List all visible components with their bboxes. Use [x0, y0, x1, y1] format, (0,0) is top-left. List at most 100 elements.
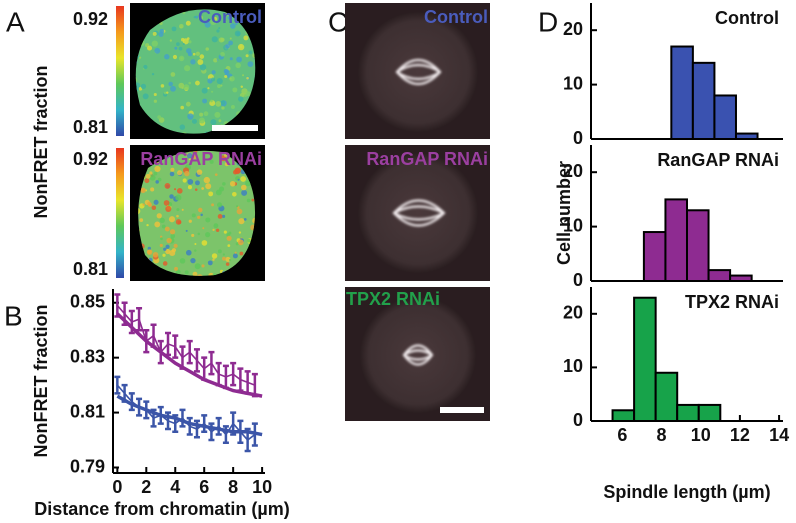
- speckle: [143, 64, 148, 70]
- y-tick-label: 0: [573, 410, 583, 430]
- speckle: [228, 40, 234, 46]
- speckle: [176, 214, 179, 218]
- speckle: [235, 62, 241, 69]
- speckle: [180, 105, 184, 110]
- x-tick-label: 8: [228, 477, 238, 497]
- speckle: [212, 258, 215, 261]
- speckle: [187, 113, 194, 120]
- speckle: [165, 205, 172, 212]
- speckle: [223, 68, 229, 74]
- speckle: [147, 45, 153, 51]
- speckle: [191, 233, 195, 237]
- speckle: [127, 217, 129, 219]
- speckle: [179, 26, 182, 29]
- speckle: [232, 253, 238, 259]
- speckle: [159, 235, 163, 238]
- speckle: [238, 231, 242, 234]
- error-bar: [114, 293, 121, 318]
- speckle: [239, 251, 244, 256]
- y-tick-label: 20: [563, 161, 583, 181]
- speckle: [235, 281, 240, 286]
- speckle: [154, 221, 161, 228]
- speckle: [183, 84, 190, 91]
- speckle: [126, 127, 129, 130]
- speckle: [173, 243, 178, 248]
- speckle: [185, 101, 191, 107]
- speckle: [156, 213, 162, 219]
- speckle: [187, 185, 192, 190]
- speckle: [190, 59, 196, 65]
- image-label: TPX2 RNAi: [346, 289, 440, 309]
- speckle: [237, 239, 244, 246]
- speckle: [176, 42, 180, 46]
- speckle: [195, 15, 199, 19]
- speckle: [177, 220, 182, 225]
- speckle: [224, 75, 228, 79]
- speckle: [221, 214, 226, 219]
- speckle: [163, 247, 167, 251]
- bar: [654, 371, 679, 423]
- y-axis-label: NonFRET fraction: [31, 66, 51, 219]
- bar: [691, 61, 716, 141]
- speckle: [126, 17, 130, 21]
- speckle: [147, 246, 152, 251]
- cell: [358, 12, 478, 132]
- speckle: [170, 85, 176, 92]
- speckle: [157, 177, 162, 182]
- speckle: [169, 229, 176, 235]
- x-tick-label: 8: [657, 425, 667, 445]
- speckle: [142, 93, 149, 100]
- speckle: [176, 188, 183, 194]
- bar: [676, 403, 700, 423]
- ratio-map: [126, 9, 256, 134]
- y-tick-label: 10: [563, 356, 583, 376]
- speckle: [237, 43, 245, 51]
- bar: [713, 94, 737, 141]
- speckle: [160, 237, 163, 241]
- speckle: [205, 47, 209, 51]
- image-label: Control: [424, 7, 488, 27]
- speckle: [169, 39, 173, 42]
- speckle: [201, 264, 205, 268]
- bar: [697, 403, 722, 423]
- speckle: [234, 167, 241, 175]
- speckle: [179, 124, 186, 130]
- speckle: [151, 72, 155, 76]
- speckle: [163, 91, 167, 95]
- speckle: [194, 188, 198, 191]
- speckle: [210, 99, 213, 103]
- speckle: [144, 178, 150, 184]
- speckle: [232, 87, 238, 93]
- speckle: [202, 98, 208, 104]
- speckle: [225, 43, 231, 49]
- image-label: RanGAP RNAi: [366, 149, 488, 169]
- speckle: [158, 31, 164, 37]
- speckle: [200, 213, 203, 217]
- speckle: [232, 191, 237, 197]
- speckle: [179, 258, 186, 264]
- speckle: [211, 70, 216, 75]
- y-tick-label: 0.79: [70, 456, 105, 476]
- speckle: [186, 37, 190, 40]
- speckle: [199, 54, 205, 59]
- speckle: [169, 194, 174, 199]
- speckle: [240, 176, 247, 182]
- speckle: [188, 219, 192, 223]
- y-tick-label: 20: [563, 303, 583, 323]
- speckle: [194, 249, 197, 252]
- speckle: [204, 281, 206, 283]
- bar: [734, 132, 759, 140]
- speckle: [191, 118, 197, 124]
- speckle: [166, 91, 169, 94]
- speckle: [198, 15, 204, 20]
- speckle: [169, 249, 176, 257]
- speckle: [215, 228, 220, 233]
- speckle: [146, 223, 149, 227]
- speckle: [236, 205, 239, 208]
- speckle: [203, 111, 209, 117]
- speckle: [204, 21, 211, 28]
- speckle: [210, 119, 217, 126]
- speckle: [237, 178, 240, 181]
- speckle: [185, 229, 188, 232]
